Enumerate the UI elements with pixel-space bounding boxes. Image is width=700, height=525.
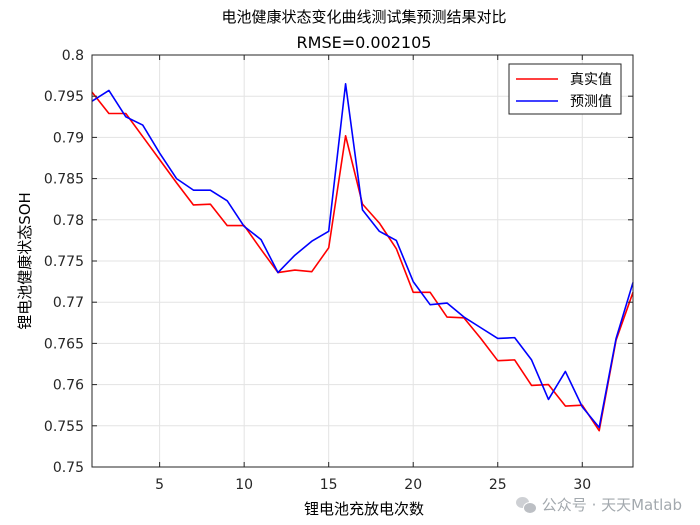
legend-label-predicted: 预测值 [570,94,612,110]
x-tick-label: 25 [489,477,507,493]
x-tick-label: 30 [573,477,591,493]
x-tick-label: 15 [320,477,338,493]
x-tick-label: 10 [235,477,253,493]
chart-subtitle: RMSE=0.002105 [297,33,432,52]
y-tick-label: 0.765 [44,336,84,352]
y-tick-label: 0.775 [44,254,84,270]
legend-label-actual: 真实值 [570,72,612,88]
axis-ticks: 5 10 15 20 25 30 0.75 0.755 0.76 0.765 0.77 0.775 0.… [44,48,633,493]
y-tick-label: 0.77 [53,295,84,311]
y-tick-label: 0.79 [53,130,84,146]
x-tick-label: 20 [404,477,422,493]
y-axis-label: 锂电池健康状态SOH [16,192,34,330]
watermark: 公众号 · 天天Matlab [515,494,682,515]
legend: 真实值 预测值 [508,63,622,115]
y-tick-label: 0.75 [53,460,84,476]
y-tick-label: 0.755 [44,419,84,435]
y-tick-label: 0.76 [53,378,84,394]
y-tick-label: 0.8 [62,48,84,64]
y-tick-label: 0.795 [44,89,84,105]
series-lines [91,83,634,432]
grid-lines [92,54,633,468]
y-tick-label: 0.785 [44,172,84,188]
x-tick-label: 5 [155,477,164,493]
legend-box [508,63,622,115]
x-axis-label: 锂电池充放电次数 [304,500,424,518]
chart-title: 电池健康状态变化曲线测试集预测结果对比 [221,8,506,26]
y-tick-label: 0.78 [53,213,84,229]
wechat-icon [515,496,537,514]
watermark-text: 公众号 · 天天Matlab [541,496,682,514]
series-line-predicted [91,83,634,429]
